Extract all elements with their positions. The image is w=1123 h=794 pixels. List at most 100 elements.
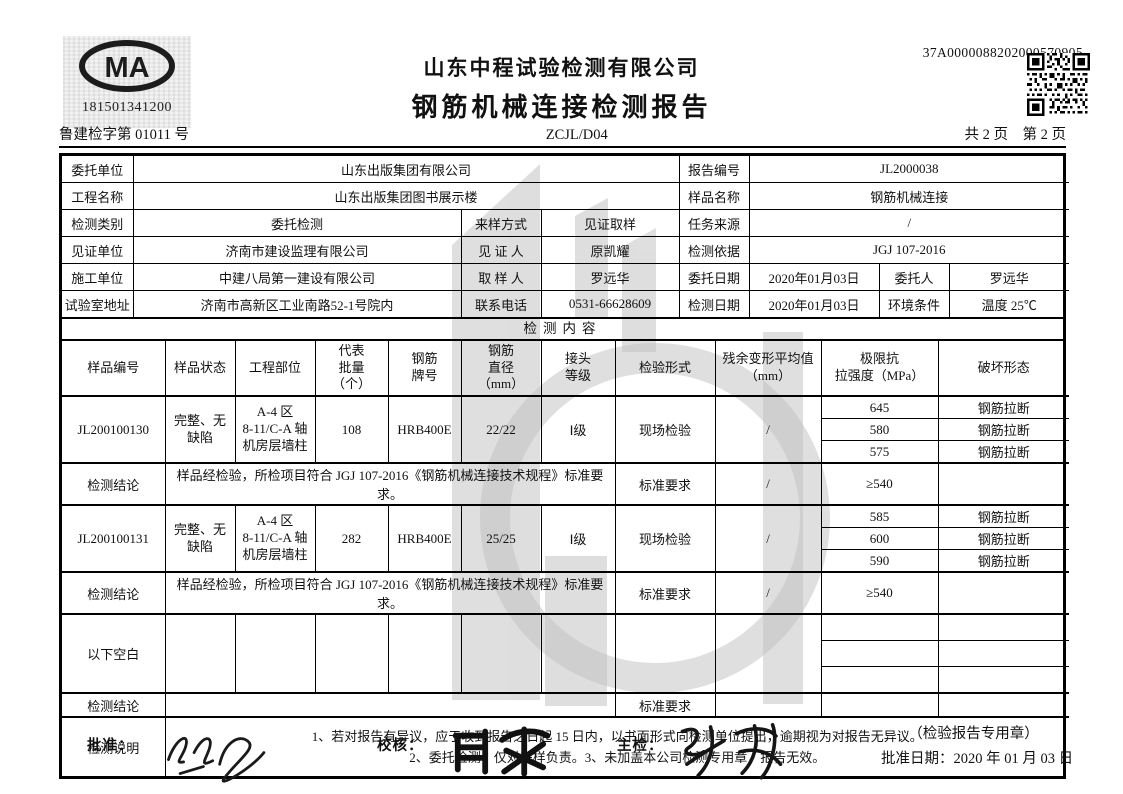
info-value: 原凯耀 <box>540 236 680 264</box>
page-title: 钢筋机械连接检测报告 <box>411 92 712 122</box>
sample-id: JL200100131 <box>61 504 166 573</box>
doc-code: ZCJL/D04 <box>545 127 608 143</box>
company-name: 山东中程试验检测有限公司 <box>423 57 700 80</box>
sample-id: JL200100130 <box>61 395 166 464</box>
info-value: 钢筋机械连接 <box>748 182 1070 210</box>
info-label: 环境条件 <box>878 290 950 318</box>
empty-cell <box>937 462 1070 506</box>
empty-cell <box>540 613 616 694</box>
conclusion-label: 检测结论 <box>61 462 166 506</box>
residual-deformation: / <box>714 395 822 464</box>
info-value: 罗远华 <box>540 263 680 291</box>
info-label: 工程名称 <box>61 182 134 210</box>
qr-code-icon <box>1027 53 1090 116</box>
empty-cell <box>314 613 389 694</box>
cma-stamp: MA 181501341200 <box>63 36 191 128</box>
info-label: 检测类别 <box>61 209 134 237</box>
column-header: 样品状态 <box>164 340 236 397</box>
sample-status: 完整、无 缺陷 <box>164 395 236 464</box>
empty-cell <box>614 613 716 694</box>
empty-cell <box>460 613 542 694</box>
info-value: 委托检测 <box>132 209 462 237</box>
column-header: 钢筋 牌号 <box>387 340 462 397</box>
notes-label: 检测说明 <box>61 716 166 777</box>
standard-label: 标准要求 <box>614 462 716 506</box>
chief-label: 主检： <box>617 738 664 754</box>
standard-strength: ≥540 <box>820 571 939 615</box>
page-note: 共 2 页 第 2 页 <box>964 127 1067 143</box>
chief-signature <box>680 722 783 780</box>
sample-subrow: 600 钢筋拉断 <box>62 527 1070 550</box>
blank-subrow <box>62 666 1070 694</box>
empty-cell <box>820 640 939 667</box>
check-label: 校核： <box>377 738 424 754</box>
info-label: 检测依据 <box>678 236 750 264</box>
info-value: 2020年01月03日 <box>748 290 880 318</box>
residual-deformation: / <box>714 504 822 573</box>
info-value: 罗远华 <box>948 263 1070 291</box>
info-value: 山东出版集团有限公司 <box>132 155 680 183</box>
standard-strength: ≥540 <box>820 462 939 506</box>
conclusion-text: 样品经检验，所检项目符合 JGJ 107-2016《钢筋机械连接技术规程》标准要… <box>164 571 616 615</box>
empty-cell <box>937 666 1070 694</box>
notes-row: 检测说明 1、若对报告有异议，应于收到报告之日起 15 日内，以书面形式向检测单… <box>61 716 1070 777</box>
conclusion-label: 检测结论 <box>61 571 166 615</box>
detection-table: 样品编号 样品状态 工程部位 代表 批量 （个） 钢筋 牌号 钢筋 直径 （mm… <box>61 340 1070 777</box>
info-value: 见证取样 <box>540 209 680 237</box>
empty-cell <box>937 571 1070 615</box>
approve-date: 批准日期：2020 年 01 月 03 日 <box>881 750 1074 767</box>
info-table: 委托单位 山东出版集团有限公司 报告编号 JL2000038 工程名称 山东出版… <box>61 155 1070 318</box>
report-table: 委托单位 山东出版集团有限公司 报告编号 JL2000038 工程名称 山东出版… <box>59 153 1070 779</box>
standard-residual: / <box>714 571 822 615</box>
empty-cell <box>387 613 462 694</box>
blank-subrow <box>62 640 1070 667</box>
seal-note: （检验报告专用章） <box>908 726 1039 742</box>
sample-status: 完整、无 缺陷 <box>164 504 236 573</box>
strength-value: 600 <box>820 527 939 550</box>
signature-footer: 批准： 校核： 主检： <box>59 718 1074 790</box>
approver-signature <box>167 736 266 783</box>
empty-cell <box>937 613 1070 641</box>
cert-number: 鲁建检字第 01011 号 <box>59 127 189 143</box>
project-part: A-4 区 8-11/C-A 轴 机房层墙柱 <box>234 395 316 464</box>
info-value: 济南市建设监理有限公司 <box>132 236 462 264</box>
conclusion-row: 检测结论 样品经检验，所检项目符合 JGJ 107-2016《钢筋机械连接技术规… <box>61 462 1070 506</box>
strength-value: 585 <box>820 504 939 528</box>
project-part: A-4 区 8-11/C-A 轴 机房层墙柱 <box>234 504 316 573</box>
blank-label: 以下空白 <box>61 613 166 694</box>
info-value: 中建八局第一建设有限公司 <box>132 263 462 291</box>
column-header: 残余变形平均值 （mm） <box>714 340 822 397</box>
sample-subrow: 580 钢筋拉断 <box>62 418 1070 441</box>
conclusion-label: 检测结论 <box>61 692 166 718</box>
blank-row: 以下空白 <box>61 613 1070 694</box>
info-label: 来样方式 <box>460 209 542 237</box>
standard-residual: / <box>714 462 822 506</box>
empty-cell <box>820 692 939 718</box>
strength-value: 590 <box>820 549 939 573</box>
rebar-grade: HRB400E <box>387 395 462 464</box>
conclusion-row: 检测结论 样品经检验，所检项目符合 JGJ 107-2016《钢筋机械连接技术规… <box>61 571 1070 615</box>
sample-row: JL200100130 完整、无 缺陷 A-4 区 8-11/C-A 轴 机房层… <box>61 395 1070 464</box>
info-value: 温度 25℃ <box>948 290 1070 318</box>
section-title: 检测内容 <box>62 317 1063 341</box>
empty-cell <box>164 613 236 694</box>
column-header: 破坏形态 <box>937 340 1070 397</box>
info-label: 见证单位 <box>61 236 134 264</box>
failure-mode: 钢筋拉断 <box>937 527 1070 550</box>
info-label: 联系电话 <box>460 290 542 318</box>
column-header: 样品编号 <box>61 340 166 397</box>
info-value: 济南市高新区工业南路52-1号院内 <box>132 290 462 318</box>
column-header: 工程部位 <box>234 340 316 397</box>
info-label: 试验室地址 <box>61 290 134 318</box>
info-value: JGJ 107-2016 <box>748 236 1070 264</box>
failure-mode: 钢筋拉断 <box>937 395 1070 419</box>
info-label: 委托单位 <box>61 155 134 183</box>
test-form: 现场检验 <box>614 504 716 573</box>
info-label: 施工单位 <box>61 263 134 291</box>
failure-mode: 钢筋拉断 <box>937 440 1070 464</box>
info-label: 见 证 人 <box>460 236 542 264</box>
info-label: 委托人 <box>878 263 950 291</box>
info-label: 委托日期 <box>678 263 750 291</box>
column-header: 极限抗 拉强度（MPa） <box>820 340 939 397</box>
batch-count: 282 <box>314 504 389 573</box>
